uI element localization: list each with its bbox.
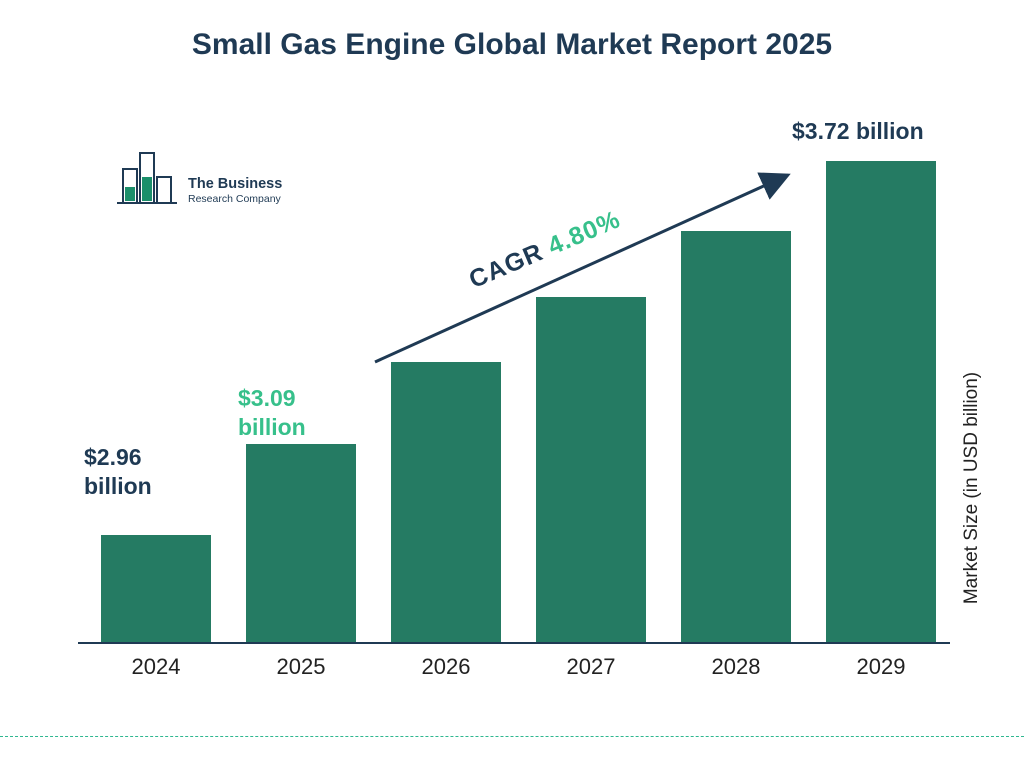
xtick-2024: 2024	[132, 654, 181, 680]
xtick-2028: 2028	[712, 654, 761, 680]
xtick-2025: 2025	[277, 654, 326, 680]
bar-2024	[101, 535, 211, 644]
value-label-2029-line1: $3.72 billion	[792, 118, 924, 144]
bar-2026	[391, 362, 501, 644]
value-label-2025: $3.09 billion	[238, 384, 358, 442]
value-label-2024: $2.96 billion	[84, 443, 204, 501]
bar-2029	[826, 161, 936, 644]
bar-2027	[536, 297, 646, 644]
y-axis-label: Market Size (in USD billion)	[961, 338, 983, 638]
chart-title: Small Gas Engine Global Market Report 20…	[0, 28, 1024, 62]
value-label-2025-line1: $3.09	[238, 385, 296, 411]
x-axis: 2024 2025 2026 2027 2028 2029	[86, 654, 942, 694]
x-axis-line	[78, 641, 950, 645]
value-label-2029: $3.72 billion	[792, 117, 992, 146]
value-label-2025-line2: billion	[238, 414, 306, 440]
chart-canvas: { "title": { "text": "Small Gas Engine G…	[0, 0, 1024, 768]
bar-2025	[246, 444, 356, 644]
value-label-2024-line1: $2.96	[84, 444, 142, 470]
bar-2028	[681, 231, 791, 644]
bottom-dashed-line	[0, 736, 1024, 737]
bars-container	[86, 130, 942, 644]
xtick-2026: 2026	[422, 654, 471, 680]
value-label-2024-line2: billion	[84, 473, 152, 499]
xtick-2029: 2029	[857, 654, 906, 680]
xtick-2027: 2027	[567, 654, 616, 680]
chart-plot-area	[86, 130, 942, 644]
